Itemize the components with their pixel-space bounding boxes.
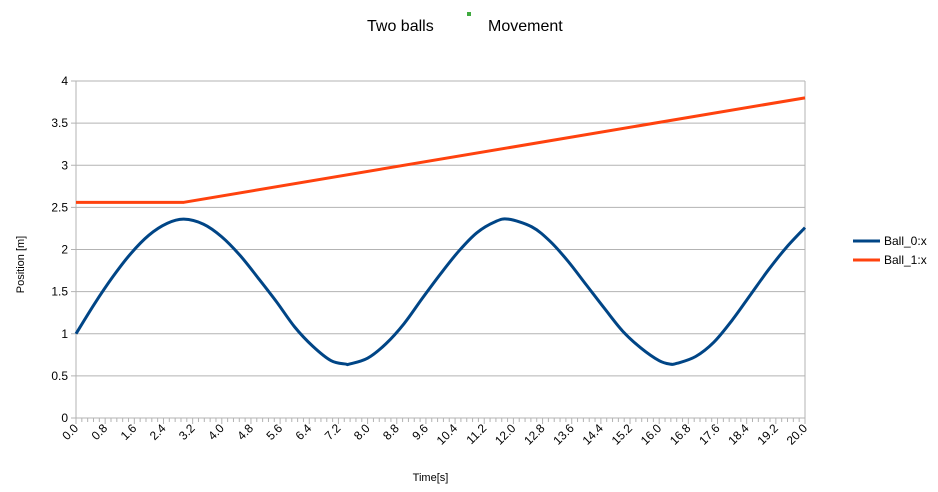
legend: Ball_0:x Ball_1:x — [853, 234, 927, 267]
y-tick-label: 2 — [61, 243, 68, 257]
y-tick-label: 0.5 — [51, 369, 68, 383]
x-axis-title: Time[s] — [413, 472, 449, 484]
y-tick-label: 1.5 — [51, 285, 68, 299]
x-tick-label: 2.4 — [147, 421, 169, 443]
x-tick-label: 12.0 — [492, 421, 519, 448]
y-tick-label: 3.5 — [51, 116, 68, 130]
x-tick-label: 17.6 — [696, 421, 723, 448]
chart-title-part-2: Movement — [488, 18, 563, 35]
grid-lines — [75, 80, 806, 419]
chart-title-part-1: Two balls — [367, 18, 434, 35]
y-tick-label: 1 — [61, 327, 68, 341]
y-tick-label: 2.5 — [51, 200, 68, 214]
x-tick-label: 20.0 — [784, 421, 811, 448]
x-tick-label: 16.0 — [638, 421, 665, 448]
x-tick-label: 9.6 — [409, 421, 431, 443]
x-tick-label: 0.8 — [89, 421, 111, 443]
x-tick-label: 16.8 — [667, 421, 694, 448]
series-lines — [74, 96, 807, 367]
x-tick-label: 15.2 — [609, 421, 636, 448]
x-tick-label: 13.6 — [550, 421, 577, 448]
x-tick-label: 18.4 — [725, 421, 752, 448]
x-tick-label: 8.8 — [380, 421, 402, 443]
x-tick-label: 1.6 — [118, 421, 140, 443]
legend-label-1: Ball_1:x — [884, 253, 927, 267]
legend-label-0: Ball_0:x — [884, 234, 927, 248]
y-tick-label: 3 — [61, 158, 68, 172]
x-tick-label: 6.4 — [293, 421, 315, 443]
x-tick-label: 7.2 — [322, 421, 344, 443]
x-tick-label: 4.0 — [205, 421, 227, 443]
series-line-0 — [74, 217, 807, 367]
chart-title: Two balls Movement — [0, 12, 938, 40]
y-axis-title: Position [m] — [15, 236, 27, 293]
x-tick-label: 14.4 — [580, 421, 607, 448]
title-marker — [467, 12, 471, 16]
x-tick-label: 19.2 — [755, 421, 782, 448]
y-axis-ticks: 0 0.5 1 1.5 2 2.5 3 3.5 4 — [51, 74, 76, 425]
x-tick-label: 8.0 — [351, 421, 373, 443]
y-tick-label: 4 — [61, 74, 68, 88]
x-tick-label: 12.8 — [521, 421, 548, 448]
x-tick-label: 4.8 — [234, 421, 256, 443]
x-tick-label: 11.2 — [464, 421, 490, 447]
y-tick-label: 0 — [61, 411, 68, 425]
x-axis-ticks: 0.0 0.8 1.6 2.4 3.2 4.0 4.8 5.6 6.4 7.2 8.0 8.8 9.6 1… — [59, 418, 810, 448]
x-tick-label: 5.6 — [264, 421, 286, 443]
x-tick-label: 10.4 — [434, 421, 461, 448]
x-tick-label: 3.2 — [176, 421, 198, 443]
series-line-1 — [76, 96, 806, 204]
